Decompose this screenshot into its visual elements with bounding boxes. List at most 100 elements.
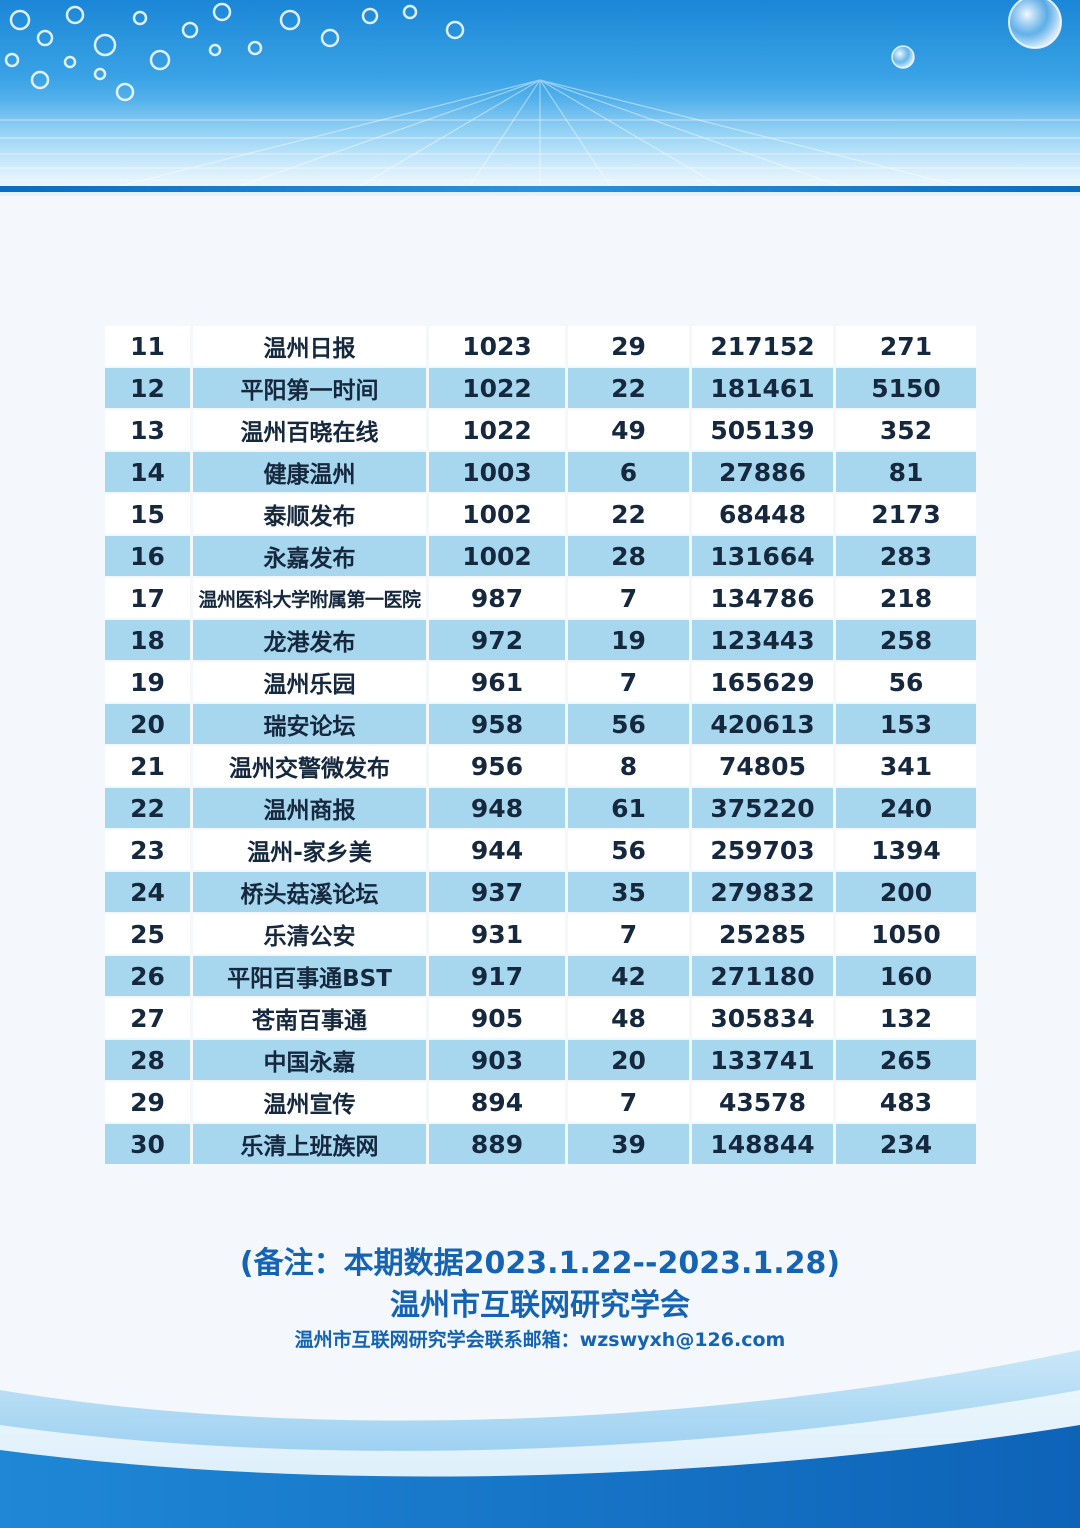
value-col3-cell: 217152 bbox=[692, 326, 833, 366]
rank-cell: 12 bbox=[105, 368, 190, 408]
rank-cell: 23 bbox=[105, 830, 190, 870]
value-col4-cell: 218 bbox=[836, 578, 976, 618]
rank-cell: 21 bbox=[105, 746, 190, 786]
value-col1-cell: 958 bbox=[429, 704, 565, 744]
account-name-cell: 温州乐园 bbox=[193, 662, 426, 702]
wave-decoration bbox=[0, 1350, 1080, 1528]
account-name-cell: 中国永嘉 bbox=[193, 1040, 426, 1080]
value-col2-cell: 7 bbox=[568, 914, 689, 954]
table-row: 16 永嘉发布 1002 28 131664 283 bbox=[105, 536, 976, 576]
account-name-cell: 健康温州 bbox=[193, 452, 426, 492]
table-row: 12 平阳第一时间 1022 22 181461 5150 bbox=[105, 368, 976, 408]
rank-cell: 19 bbox=[105, 662, 190, 702]
value-col3-cell: 133741 bbox=[692, 1040, 833, 1080]
table-row: 19 温州乐园 961 7 165629 56 bbox=[105, 662, 976, 702]
account-name-cell: 桥头菇溪论坛 bbox=[193, 872, 426, 912]
value-col1-cell: 1023 bbox=[429, 326, 565, 366]
value-col1-cell: 944 bbox=[429, 830, 565, 870]
value-col2-cell: 22 bbox=[568, 368, 689, 408]
value-col1-cell: 1022 bbox=[429, 410, 565, 450]
value-col4-cell: 341 bbox=[836, 746, 976, 786]
account-name-cell: 乐清公安 bbox=[193, 914, 426, 954]
rank-cell: 14 bbox=[105, 452, 190, 492]
value-col3-cell: 68448 bbox=[692, 494, 833, 534]
value-col2-cell: 22 bbox=[568, 494, 689, 534]
value-col1-cell: 903 bbox=[429, 1040, 565, 1080]
account-name-cell: 温州商报 bbox=[193, 788, 426, 828]
value-col1-cell: 894 bbox=[429, 1082, 565, 1122]
value-col3-cell: 27886 bbox=[692, 452, 833, 492]
value-col2-cell: 49 bbox=[568, 410, 689, 450]
value-col3-cell: 165629 bbox=[692, 662, 833, 702]
value-col2-cell: 35 bbox=[568, 872, 689, 912]
value-col1-cell: 931 bbox=[429, 914, 565, 954]
table-row: 28 中国永嘉 903 20 133741 265 bbox=[105, 1040, 976, 1080]
table-row: 13 温州百晓在线 1022 49 505139 352 bbox=[105, 410, 976, 450]
value-col3-cell: 505139 bbox=[692, 410, 833, 450]
value-col4-cell: 483 bbox=[836, 1082, 976, 1122]
value-col2-cell: 8 bbox=[568, 746, 689, 786]
value-col2-cell: 56 bbox=[568, 830, 689, 870]
value-col3-cell: 279832 bbox=[692, 872, 833, 912]
value-col2-cell: 6 bbox=[568, 452, 689, 492]
table-row: 18 龙港发布 972 19 123443 258 bbox=[105, 620, 976, 660]
value-col1-cell: 1002 bbox=[429, 536, 565, 576]
rank-cell: 16 bbox=[105, 536, 190, 576]
table-row: 15 泰顺发布 1002 22 68448 2173 bbox=[105, 494, 976, 534]
rank-cell: 22 bbox=[105, 788, 190, 828]
account-name-cell: 平阳第一时间 bbox=[193, 368, 426, 408]
value-col3-cell: 25285 bbox=[692, 914, 833, 954]
account-name-cell: 永嘉发布 bbox=[193, 536, 426, 576]
account-name-cell: 温州日报 bbox=[193, 326, 426, 366]
account-name-cell: 温州-家乡美 bbox=[193, 830, 426, 870]
rank-cell: 24 bbox=[105, 872, 190, 912]
value-col4-cell: 132 bbox=[836, 998, 976, 1038]
account-name-cell: 乐清上班族网 bbox=[193, 1124, 426, 1164]
value-col4-cell: 271 bbox=[836, 326, 976, 366]
value-col4-cell: 352 bbox=[836, 410, 976, 450]
value-col2-cell: 19 bbox=[568, 620, 689, 660]
rank-cell: 30 bbox=[105, 1124, 190, 1164]
rank-cell: 17 bbox=[105, 578, 190, 618]
value-col4-cell: 283 bbox=[836, 536, 976, 576]
table-row: 27 苍南百事通 905 48 305834 132 bbox=[105, 998, 976, 1038]
rank-cell: 27 bbox=[105, 998, 190, 1038]
bottom-banner bbox=[0, 1330, 1080, 1528]
value-col1-cell: 889 bbox=[429, 1124, 565, 1164]
rank-cell: 11 bbox=[105, 326, 190, 366]
table-row: 23 温州-家乡美 944 56 259703 1394 bbox=[105, 830, 976, 870]
value-col4-cell: 153 bbox=[836, 704, 976, 744]
value-col3-cell: 420613 bbox=[692, 704, 833, 744]
rank-cell: 13 bbox=[105, 410, 190, 450]
value-col4-cell: 160 bbox=[836, 956, 976, 996]
value-col2-cell: 29 bbox=[568, 326, 689, 366]
value-col3-cell: 123443 bbox=[692, 620, 833, 660]
value-col3-cell: 131664 bbox=[692, 536, 833, 576]
value-col1-cell: 1022 bbox=[429, 368, 565, 408]
value-col4-cell: 265 bbox=[836, 1040, 976, 1080]
rank-cell: 15 bbox=[105, 494, 190, 534]
value-col4-cell: 1394 bbox=[836, 830, 976, 870]
value-col2-cell: 48 bbox=[568, 998, 689, 1038]
value-col3-cell: 43578 bbox=[692, 1082, 833, 1122]
value-col1-cell: 1002 bbox=[429, 494, 565, 534]
table-row: 14 健康温州 1003 6 27886 81 bbox=[105, 452, 976, 492]
value-col3-cell: 259703 bbox=[692, 830, 833, 870]
value-col2-cell: 61 bbox=[568, 788, 689, 828]
value-col2-cell: 39 bbox=[568, 1124, 689, 1164]
value-col3-cell: 181461 bbox=[692, 368, 833, 408]
value-col1-cell: 1003 bbox=[429, 452, 565, 492]
value-col4-cell: 240 bbox=[836, 788, 976, 828]
ranking-table: 11 温州日报 1023 29 217152 271 12 平阳第一时间 1022 22 18146… bbox=[102, 324, 979, 1166]
rank-cell: 25 bbox=[105, 914, 190, 954]
rank-cell: 26 bbox=[105, 956, 190, 996]
value-col3-cell: 134786 bbox=[692, 578, 833, 618]
table-row: 11 温州日报 1023 29 217152 271 bbox=[105, 326, 976, 366]
contact-email: 温州市互联网研究学会联系邮箱：wzswyxh@126.com bbox=[294, 1329, 786, 1351]
account-name-cell: 温州百晓在线 bbox=[193, 410, 426, 450]
value-col1-cell: 948 bbox=[429, 788, 565, 828]
value-col1-cell: 961 bbox=[429, 662, 565, 702]
account-name-cell: 温州交警微发布 bbox=[193, 746, 426, 786]
value-col1-cell: 937 bbox=[429, 872, 565, 912]
organization-name: 温州市互联网研究学会 bbox=[390, 1288, 690, 1323]
